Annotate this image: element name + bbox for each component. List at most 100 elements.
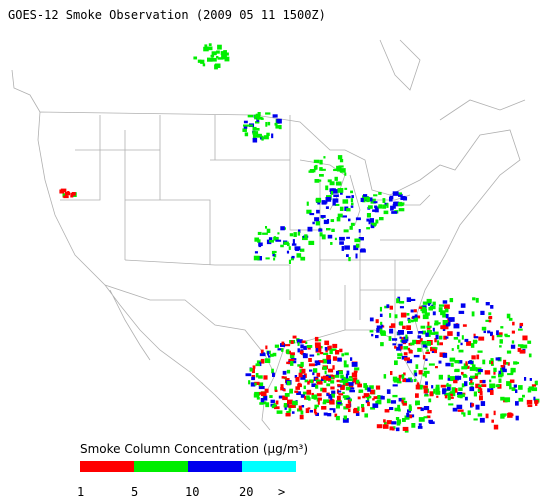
smoke-pixel	[380, 321, 383, 326]
smoke-pixel	[426, 298, 432, 304]
smoke-pixel	[67, 191, 70, 194]
smoke-pixel	[427, 303, 431, 306]
smoke-pixel	[460, 393, 465, 398]
smoke-pixel	[311, 392, 314, 396]
smoke-pixel	[428, 398, 432, 403]
smoke-pixel	[400, 195, 406, 201]
smoke-pixel	[500, 365, 505, 368]
smoke-pixel	[300, 256, 306, 261]
smoke-pixel	[440, 384, 446, 388]
smoke-pixel	[267, 121, 271, 126]
smoke-pixel	[305, 341, 308, 344]
smoke-pixel	[534, 400, 539, 404]
legend-swatch	[134, 461, 188, 472]
smoke-pixel	[270, 353, 274, 357]
smoke-pixel	[338, 393, 344, 396]
smoke-pixel	[308, 363, 315, 367]
smoke-pixel	[457, 360, 463, 364]
smoke-pixel	[273, 250, 277, 254]
smoke-pixel	[330, 386, 335, 390]
smoke-pixel	[208, 43, 212, 47]
smoke-pixel	[464, 381, 468, 387]
smoke-pixel	[413, 378, 417, 382]
smoke-pixel	[426, 341, 432, 346]
smoke-pixel	[480, 401, 486, 406]
smoke-pixel	[402, 418, 406, 422]
smoke-pixel	[383, 424, 389, 429]
smoke-pixel	[456, 404, 463, 410]
smoke-pixel	[398, 330, 404, 335]
smoke-pixel	[256, 115, 260, 121]
smoke-pixel	[442, 313, 448, 318]
smoke-pixel	[425, 332, 429, 337]
smoke-pixel	[321, 406, 327, 410]
smoke-pixel	[263, 375, 268, 380]
smoke-pixel	[354, 238, 361, 243]
smoke-pixel	[458, 349, 464, 353]
smoke-pixel	[400, 346, 403, 350]
smoke-pixel	[454, 360, 460, 364]
smoke-pixel	[340, 191, 343, 195]
smoke-pixel	[362, 395, 366, 399]
smoke-pixel	[415, 393, 419, 398]
smoke-pixel	[315, 379, 321, 384]
smoke-pixel	[472, 339, 478, 344]
smoke-pixel	[339, 168, 346, 173]
smoke-pixel	[316, 372, 321, 377]
smoke-pixel	[265, 257, 270, 260]
smoke-pixel	[444, 395, 448, 399]
smoke-pixel	[319, 174, 324, 177]
smoke-pixel	[516, 361, 520, 365]
smoke-pixel	[423, 367, 428, 370]
smoke-pixel	[319, 232, 323, 237]
smoke-pixel	[438, 335, 443, 340]
smoke-pixel	[392, 376, 398, 382]
smoke-pixel	[449, 357, 456, 362]
smoke-pixel	[373, 194, 378, 197]
smoke-pixel	[471, 355, 476, 360]
smoke-pixel	[490, 331, 493, 337]
smoke-pixel	[284, 393, 290, 397]
smoke-pixel	[394, 360, 398, 366]
smoke-pixel	[345, 383, 349, 386]
smoke-pixel	[502, 368, 507, 373]
smoke-pixel	[243, 124, 249, 127]
smoke-pixel	[417, 426, 423, 429]
smoke-pixel	[278, 395, 285, 399]
smoke-pixel	[254, 251, 258, 254]
smoke-pixel	[479, 417, 485, 423]
smoke-pixel	[521, 344, 528, 349]
smoke-pixel	[397, 404, 401, 410]
smoke-pixel	[477, 413, 483, 417]
us-outline	[37, 111, 521, 387]
smoke-pixel	[350, 198, 354, 203]
smoke-pixel	[344, 352, 349, 356]
smoke-pixel	[435, 387, 440, 392]
smoke-pixel	[346, 397, 351, 400]
smoke-pixel	[372, 403, 379, 408]
smoke-pixel	[288, 259, 291, 265]
state-lines	[60, 115, 440, 340]
smoke-pixel	[284, 344, 291, 347]
smoke-pixel	[435, 384, 440, 390]
smoke-pixel	[264, 358, 271, 364]
smoke-pixel	[402, 377, 406, 383]
smoke-pixel	[358, 389, 364, 393]
smoke-pixel	[533, 396, 536, 401]
smoke-pixel	[350, 205, 354, 208]
smoke-pixel	[342, 199, 349, 204]
smoke-pixel	[406, 313, 410, 316]
smoke-pixel	[319, 352, 324, 355]
smoke-pixel	[399, 306, 404, 309]
smoke-pixel	[207, 57, 213, 62]
smoke-pixel	[402, 426, 409, 431]
smoke-pixel	[360, 249, 366, 253]
smoke-pixel	[471, 364, 476, 369]
smoke-pixel	[255, 373, 259, 378]
smoke-pixel	[300, 410, 304, 415]
smoke-pixel	[434, 338, 437, 343]
smoke-pixel	[380, 331, 386, 336]
smoke-pixel	[515, 389, 518, 394]
smoke-pixel	[330, 395, 333, 401]
smoke-pixel	[258, 242, 263, 247]
